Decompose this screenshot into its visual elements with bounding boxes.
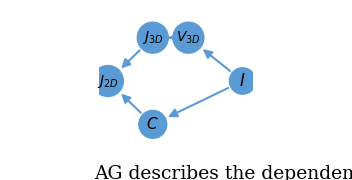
Circle shape bbox=[137, 22, 168, 53]
Circle shape bbox=[230, 68, 256, 94]
Text: $\mathit{J}_{2D}$: $\mathit{J}_{2D}$ bbox=[97, 73, 119, 89]
Text: AG describes the dependence betwe: AG describes the dependence betwe bbox=[94, 165, 352, 180]
Circle shape bbox=[173, 22, 204, 53]
Text: $\mathit{I}$: $\mathit{I}$ bbox=[239, 73, 246, 89]
Text: $\mathit{C}$: $\mathit{C}$ bbox=[146, 116, 159, 132]
Circle shape bbox=[93, 66, 123, 96]
Circle shape bbox=[139, 110, 167, 138]
Text: $\mathit{J}_{3D}$: $\mathit{J}_{3D}$ bbox=[142, 29, 163, 46]
Text: $\mathit{V}_{3D}$: $\mathit{V}_{3D}$ bbox=[176, 30, 201, 46]
